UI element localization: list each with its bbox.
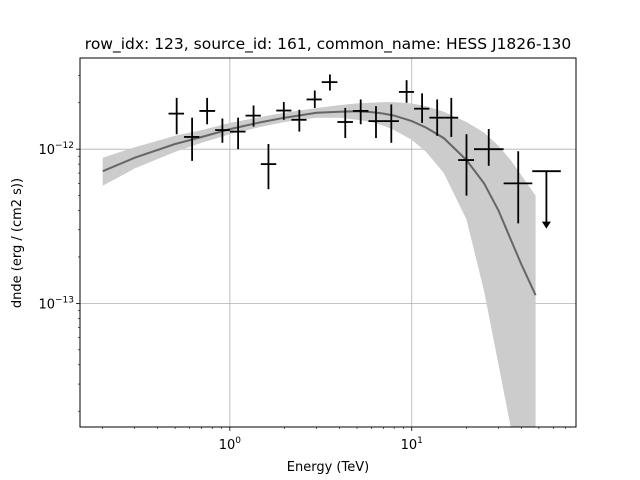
flux-point bbox=[398, 80, 415, 103]
upper-limit-arrow bbox=[541, 221, 551, 229]
flux-point bbox=[215, 118, 230, 143]
model-line bbox=[102, 110, 537, 296]
axis-ticks: 100 101 10−13 10−12 bbox=[38, 75, 566, 453]
y-axis-label: dnde (erg / (cm2 s)) bbox=[10, 178, 25, 308]
flux-point bbox=[321, 74, 338, 91]
flux-point bbox=[245, 105, 261, 127]
flux-point bbox=[444, 97, 459, 137]
y-tick-label: 10−13 bbox=[38, 295, 74, 312]
flux-point bbox=[429, 99, 445, 136]
flux-point bbox=[352, 99, 369, 125]
upper-limits bbox=[532, 170, 561, 229]
flux-point bbox=[276, 102, 292, 120]
flux-point bbox=[306, 90, 322, 108]
flux-point bbox=[458, 134, 475, 196]
flux-point bbox=[414, 93, 430, 123]
flux-point bbox=[229, 117, 246, 150]
chart-title: row_idx: 123, source_id: 161, common_nam… bbox=[85, 35, 571, 54]
flux-point bbox=[337, 107, 353, 139]
flux-points bbox=[168, 74, 533, 224]
y-tick-label: 10−12 bbox=[38, 141, 74, 158]
flux-point bbox=[368, 106, 384, 139]
x-tick-label: 101 bbox=[401, 436, 423, 453]
flux-point bbox=[503, 151, 533, 224]
flux-point bbox=[383, 104, 399, 143]
upper-limit bbox=[532, 170, 561, 229]
flux-point bbox=[260, 144, 277, 190]
flux-point bbox=[291, 109, 307, 132]
flux-point bbox=[168, 97, 185, 135]
x-axis-label: Energy (TeV) bbox=[287, 460, 369, 475]
flux-point bbox=[474, 129, 504, 166]
flux-point bbox=[199, 97, 216, 125]
plot-area: 100 101 10−13 10−12 bbox=[38, 57, 577, 453]
model-curve bbox=[102, 110, 537, 296]
plot-frame bbox=[79, 57, 577, 428]
flux-point bbox=[184, 117, 200, 161]
x-tick-label: 100 bbox=[219, 436, 242, 453]
